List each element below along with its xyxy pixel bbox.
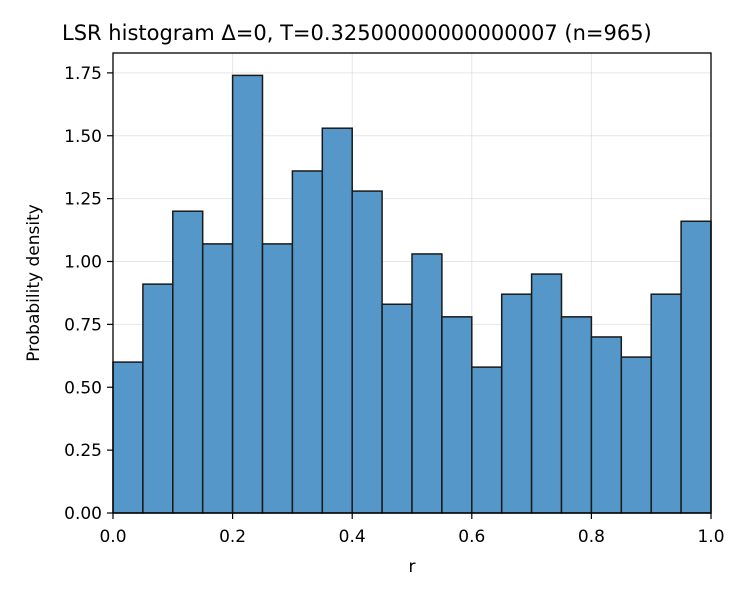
histogram-bar bbox=[172, 210, 204, 514]
y-tick-label: 1.50 bbox=[64, 127, 102, 147]
histogram-bar bbox=[351, 190, 383, 514]
x-tick-label: 0.4 bbox=[339, 527, 366, 547]
x-tick-label: 1.0 bbox=[697, 527, 724, 547]
histogram-bar bbox=[500, 293, 533, 514]
histogram-bar bbox=[530, 273, 563, 514]
y-tick-label: 1.75 bbox=[64, 64, 102, 84]
y-tick-label: 1.00 bbox=[64, 253, 102, 273]
y-axis-ticks: 0.00 0.25 0.50 0.75 1.00 1.25 1.50 1.75 bbox=[64, 64, 113, 524]
histogram-bar bbox=[560, 316, 593, 514]
histogram-bar bbox=[411, 253, 443, 514]
x-axis-ticks: 0.0 0.2 0.4 0.6 0.8 1.0 bbox=[99, 513, 725, 547]
x-tick-label: 0.8 bbox=[578, 527, 605, 547]
histogram-bar bbox=[381, 303, 413, 514]
chart-title: LSR histogram Δ=0, T=0.32500000000000007… bbox=[62, 21, 652, 45]
histogram-bar bbox=[201, 243, 234, 514]
histogram-bars bbox=[112, 74, 712, 514]
histogram-bar bbox=[650, 293, 682, 514]
histogram-bar bbox=[231, 74, 264, 514]
y-tick-label: 0.00 bbox=[64, 504, 102, 524]
histogram-bar bbox=[620, 356, 652, 514]
y-tick-label: 0.75 bbox=[64, 315, 102, 335]
histogram-bar bbox=[321, 127, 353, 514]
y-tick-label: 0.25 bbox=[64, 441, 102, 461]
histogram-bar bbox=[261, 243, 294, 514]
histogram-bar bbox=[590, 336, 623, 514]
y-axis-label: Probability density bbox=[24, 204, 44, 362]
histogram-bar bbox=[680, 220, 712, 514]
x-tick-label: 0.2 bbox=[219, 527, 246, 547]
plot-frame bbox=[112, 52, 712, 514]
x-tick-label: 0.0 bbox=[99, 527, 126, 547]
histogram-bar bbox=[471, 366, 503, 514]
x-tick-label: 0.6 bbox=[458, 527, 485, 547]
histogram-bar bbox=[142, 283, 174, 514]
y-tick-label: 1.25 bbox=[64, 190, 102, 210]
histogram-bar bbox=[112, 361, 144, 514]
histogram-bar bbox=[291, 170, 324, 514]
x-axis-label: r bbox=[409, 557, 416, 577]
y-tick-label: 0.50 bbox=[64, 378, 102, 398]
histogram-bar bbox=[441, 316, 473, 514]
